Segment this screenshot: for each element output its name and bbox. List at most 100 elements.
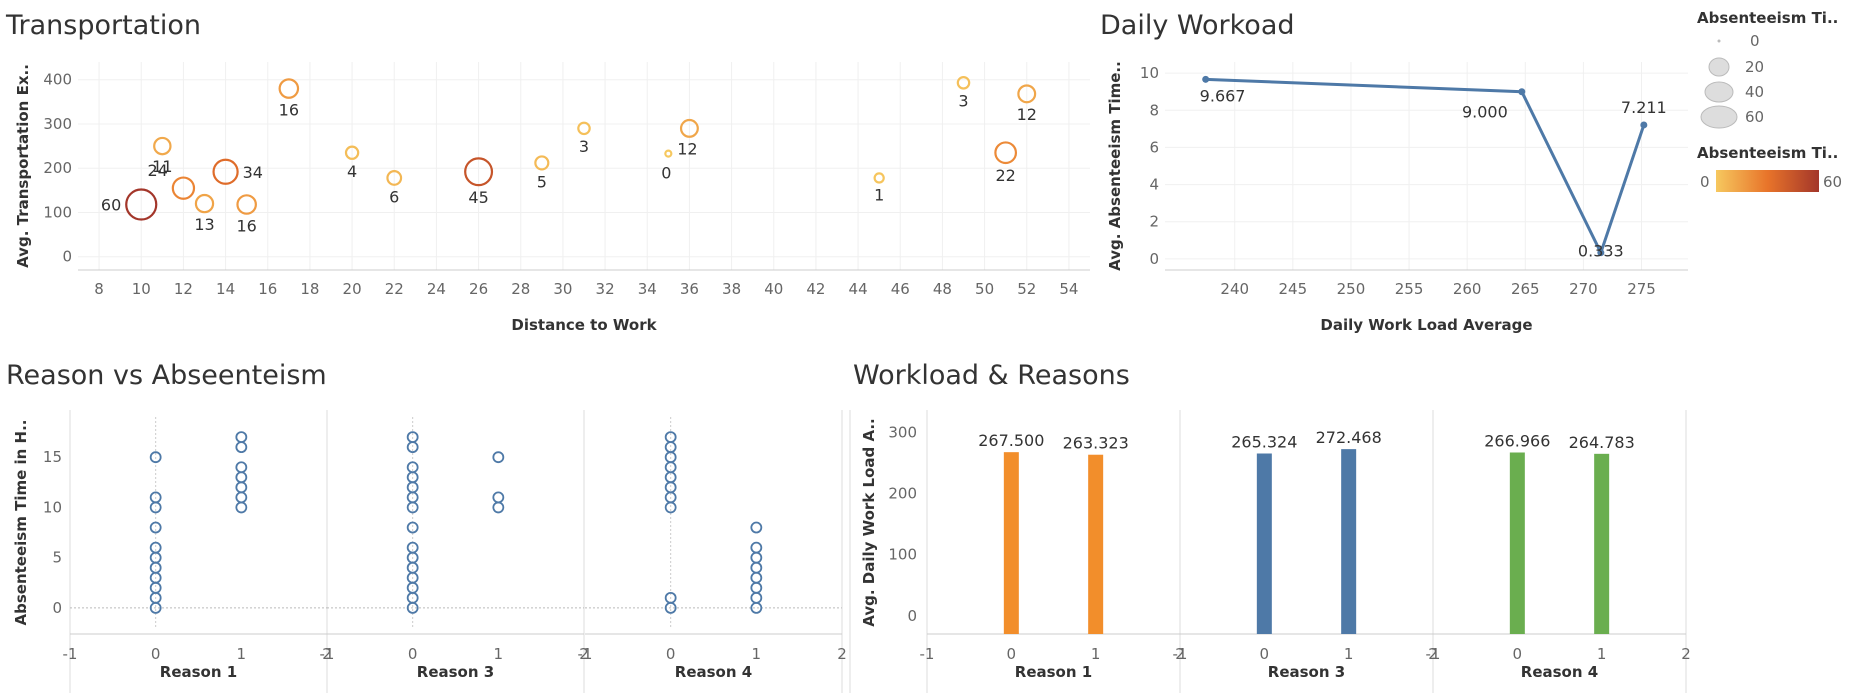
x-tick-label: 275 [1627,280,1656,298]
bubble-label: 1 [874,185,884,204]
y-axis-title: Avg. Absenteeism Time.. [1106,61,1124,271]
bubble [679,118,699,138]
y-tick-label: 0 [52,599,62,617]
x-tick-label: 22 [385,280,404,298]
y-tick-label: 100 [43,203,72,221]
x-tick-label: 10 [132,280,151,298]
bar-label: 264.783 [1569,433,1635,452]
size-legend-label-60: 60 [1745,108,1764,126]
bubble [994,141,1018,165]
panel-label: Reason 3 [417,663,494,681]
bubble [1017,84,1037,104]
reason-point [235,481,248,494]
reason-point [406,541,419,554]
x-tick-label: 30 [553,280,572,298]
bar [1594,453,1610,634]
y-tick-label: 8 [1149,101,1159,119]
bubble-label: 60 [101,196,121,215]
reason-point [750,551,763,564]
bubble [236,194,257,215]
point-label: 9.000 [1462,103,1508,122]
x-tick-label: 18 [300,280,319,298]
panel-label: Reason 3 [1268,663,1345,681]
y-tick-label: 10 [43,498,62,516]
reason-point [149,561,162,574]
x-axis-title: Distance to Work [511,316,657,334]
size-legend-title: Absenteeism Ti.. [1697,9,1838,27]
reason-point [235,461,248,474]
x-tick-label: 38 [722,280,741,298]
bubble [464,157,494,187]
x-tick-label: 12 [174,280,193,298]
bubble-label: 11 [152,157,172,176]
bubble-label: 3 [958,91,968,110]
x-tick-label: -1 [578,645,593,663]
reason-point [235,431,248,443]
reason-point [406,431,419,443]
x-tick-label: 2 [322,645,332,663]
y-tick-label: 400 [43,71,72,89]
x-tick-label: 40 [764,280,783,298]
reason-absenteeism-title: Reason vs Abseenteism [6,360,327,391]
x-tick-label: 1 [752,645,762,663]
y-tick-label: 300 [888,423,917,441]
x-tick-label: 36 [680,280,699,298]
x-tick-label: 1 [1344,645,1354,663]
x-tick-label: 2 [837,645,847,663]
size-legend-mark-60 [1700,105,1738,129]
panel-label: Reason 4 [1521,663,1598,681]
bubble-label: 45 [468,188,488,207]
x-tick-label: 20 [343,280,362,298]
y-tick-label: 100 [888,546,917,564]
workload-reasons-title: Workload & Reasons [853,360,1130,391]
bubble-label: 22 [995,166,1015,185]
reason-point [406,581,419,594]
reason-point [149,521,162,534]
bar [1003,452,1019,634]
bubble [956,76,971,90]
line-point [1640,121,1648,129]
x-tick-label: 255 [1395,280,1424,298]
x-tick-label: -1 [1426,645,1441,663]
bubble-label: 4 [347,162,357,181]
reason-point [235,441,248,454]
y-axis-title: Avg. Transportation Ex.. [14,64,32,268]
y-tick-label: 4 [1149,176,1159,194]
x-tick-label: 1 [1091,645,1101,663]
x-tick-label: 2 [1175,645,1185,663]
y-tick-label: 0 [907,607,917,625]
y-tick-label: 6 [1149,138,1159,156]
bubble-label: 3 [579,137,589,156]
x-axis-title: Daily Work Load Average [1320,316,1532,334]
x-tick-label: -1 [1173,645,1188,663]
x-tick-label: 245 [1279,280,1308,298]
x-tick-label: 2 [579,645,589,663]
bubble-label: 5 [537,172,547,191]
size-legend-label-20: 20 [1745,58,1764,76]
y-tick-label: 2 [1149,213,1159,231]
bar [1088,454,1104,634]
color-legend-ramp [1716,170,1819,192]
x-tick-label: 2 [1681,645,1691,663]
x-tick-label: 8 [94,280,104,298]
bubble-label: 24 [147,161,167,180]
reason-point [750,521,763,534]
reason-point [492,501,505,514]
daily-workload-chart: 240 245 250 255 260 265 270 275 0 2 4 6 8 10 Daily Wor… [1106,61,1688,334]
y-tick-label: 0 [62,248,72,266]
line-point [1597,249,1605,257]
reason-point [149,491,162,504]
bubble-label: 16 [236,217,256,236]
reason-point [492,491,505,504]
x-tick-label: 1 [237,645,247,663]
transportation-chart: 8 10 12 14 16 18 20 22 24 26 28 30 32 34 36 38 40 42 44 46 4… [14,62,1090,334]
bar-label: 263.323 [1063,434,1129,453]
x-tick-label: 2 [1428,645,1438,663]
x-tick-label: 54 [1059,280,1078,298]
size-legend-label-40: 40 [1745,83,1764,101]
x-tick-label: 16 [258,280,277,298]
bar [1256,453,1272,634]
